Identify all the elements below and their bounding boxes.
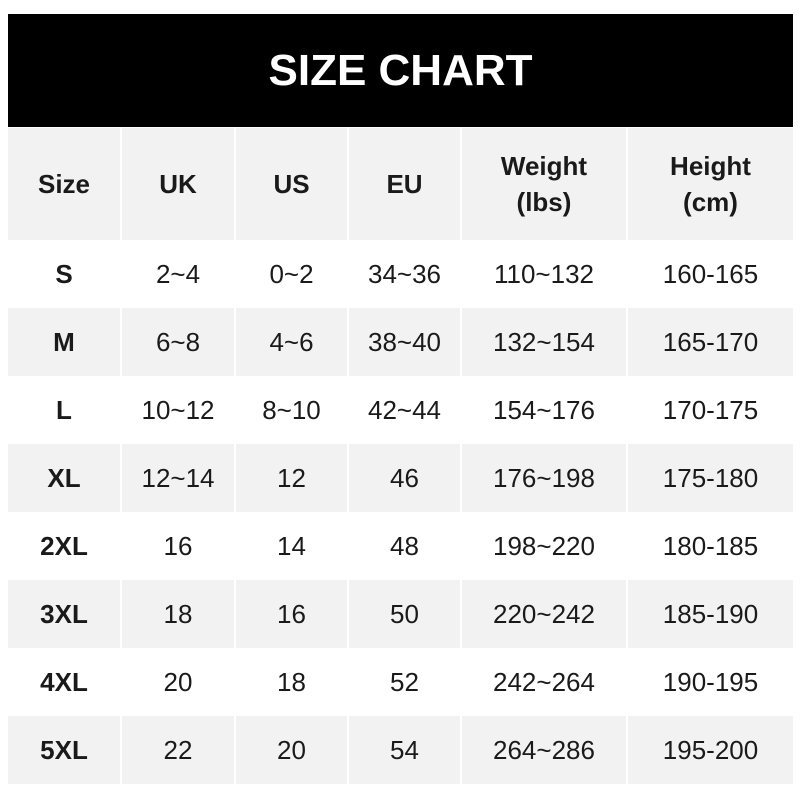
size-chart: SIZE CHART Size UK US EU Weight (lbs) Height … bbox=[8, 14, 793, 784]
cell-weight: 132~154 bbox=[461, 308, 628, 376]
cell-us: 0~2 bbox=[235, 240, 349, 308]
cell-eu: 54 bbox=[348, 716, 462, 784]
cell-weight: 110~132 bbox=[461, 240, 628, 308]
table-row: L 10~12 8~10 42~44 154~176 170-175 bbox=[8, 376, 793, 444]
cell-weight: 154~176 bbox=[461, 376, 628, 444]
cell-size: XL bbox=[8, 444, 122, 512]
column-header-uk: UK bbox=[121, 128, 236, 240]
cell-us: 16 bbox=[235, 580, 349, 648]
table-row: XL 12~14 12 46 176~198 175-180 bbox=[8, 444, 793, 512]
table-row: 3XL 18 16 50 220~242 185-190 bbox=[8, 580, 793, 648]
table-row: M 6~8 4~6 38~40 132~154 165-170 bbox=[8, 308, 793, 376]
column-header-weight: Weight (lbs) bbox=[461, 128, 628, 240]
column-header-eu: EU bbox=[348, 128, 462, 240]
cell-eu: 52 bbox=[348, 648, 462, 716]
cell-size: S bbox=[8, 240, 122, 308]
table-row: 2XL 16 14 48 198~220 180-185 bbox=[8, 512, 793, 580]
cell-weight: 242~264 bbox=[461, 648, 628, 716]
column-header-height: Height (cm) bbox=[627, 128, 793, 240]
cell-us: 20 bbox=[235, 716, 349, 784]
cell-height: 165-170 bbox=[627, 308, 793, 376]
cell-us: 8~10 bbox=[235, 376, 349, 444]
cell-size: L bbox=[8, 376, 122, 444]
header-row: Size UK US EU Weight (lbs) Height (cm) bbox=[8, 128, 793, 240]
cell-uk: 12~14 bbox=[121, 444, 236, 512]
cell-height: 175-180 bbox=[627, 444, 793, 512]
cell-height: 195-200 bbox=[627, 716, 793, 784]
cell-height: 160-165 bbox=[627, 240, 793, 308]
cell-uk: 20 bbox=[121, 648, 236, 716]
cell-eu: 42~44 bbox=[348, 376, 462, 444]
cell-uk: 10~12 bbox=[121, 376, 236, 444]
cell-height: 185-190 bbox=[627, 580, 793, 648]
cell-height: 180-185 bbox=[627, 512, 793, 580]
cell-size: 2XL bbox=[8, 512, 122, 580]
cell-weight: 198~220 bbox=[461, 512, 628, 580]
cell-weight: 176~198 bbox=[461, 444, 628, 512]
cell-uk: 18 bbox=[121, 580, 236, 648]
cell-us: 12 bbox=[235, 444, 349, 512]
table-row: 5XL 22 20 54 264~286 195-200 bbox=[8, 716, 793, 784]
cell-eu: 48 bbox=[348, 512, 462, 580]
cell-uk: 6~8 bbox=[121, 308, 236, 376]
column-header-us: US bbox=[235, 128, 349, 240]
cell-eu: 50 bbox=[348, 580, 462, 648]
cell-eu: 46 bbox=[348, 444, 462, 512]
cell-uk: 2~4 bbox=[121, 240, 236, 308]
table-row: S 2~4 0~2 34~36 110~132 160-165 bbox=[8, 240, 793, 308]
cell-eu: 34~36 bbox=[348, 240, 462, 308]
column-header-size: Size bbox=[8, 128, 122, 240]
cell-uk: 22 bbox=[121, 716, 236, 784]
cell-eu: 38~40 bbox=[348, 308, 462, 376]
cell-height: 170-175 bbox=[627, 376, 793, 444]
chart-title: SIZE CHART bbox=[8, 14, 793, 127]
cell-us: 14 bbox=[235, 512, 349, 580]
cell-size: 3XL bbox=[8, 580, 122, 648]
cell-us: 18 bbox=[235, 648, 349, 716]
cell-uk: 16 bbox=[121, 512, 236, 580]
cell-weight: 220~242 bbox=[461, 580, 628, 648]
size-table: Size UK US EU Weight (lbs) Height (cm) S 2~4 0~… bbox=[8, 128, 793, 784]
cell-weight: 264~286 bbox=[461, 716, 628, 784]
cell-height: 190-195 bbox=[627, 648, 793, 716]
cell-size: 4XL bbox=[8, 648, 122, 716]
cell-size: 5XL bbox=[8, 716, 122, 784]
cell-us: 4~6 bbox=[235, 308, 349, 376]
table-row: 4XL 20 18 52 242~264 190-195 bbox=[8, 648, 793, 716]
cell-size: M bbox=[8, 308, 122, 376]
